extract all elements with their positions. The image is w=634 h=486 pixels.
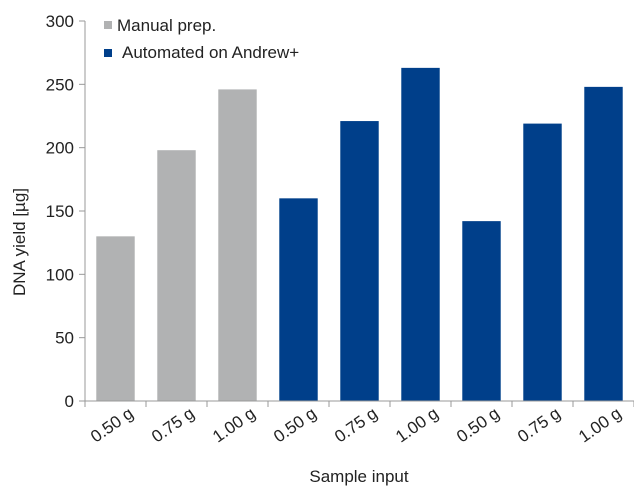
bar xyxy=(401,67,440,401)
bar xyxy=(523,123,562,401)
y-axis-title: DNA yield [µg] xyxy=(10,188,29,296)
x-tick-label: 0.50 g xyxy=(453,404,503,447)
x-axis-title: Sample input xyxy=(309,467,409,486)
y-tick-label: 250 xyxy=(46,75,74,94)
x-tick-label: 1.00 g xyxy=(575,404,625,447)
x-tick-label: 0.75 g xyxy=(148,404,198,447)
y-tick-label: 300 xyxy=(46,12,74,31)
bar xyxy=(96,236,135,401)
x-axis: 0.50 g 0.75 g 1.00 g 0.50 g 0.75 g 1.00 g 0.50… xyxy=(84,400,634,447)
y-tick-label: 0 xyxy=(65,392,74,411)
y-axis: 0 50 100 150 200 250 300 xyxy=(46,12,86,411)
y-tick-label: 150 xyxy=(46,202,74,221)
x-tick-label: 1.00 g xyxy=(209,404,259,447)
y-tick-label: 100 xyxy=(46,265,74,284)
legend-swatch-automated xyxy=(104,49,112,57)
bar xyxy=(462,221,501,401)
bar xyxy=(218,89,257,402)
x-tick-label: 1.00 g xyxy=(392,404,442,447)
y-tick-label: 200 xyxy=(46,139,74,158)
bar xyxy=(157,150,196,401)
legend-label-manual: Manual prep. xyxy=(117,16,216,35)
bars xyxy=(96,67,623,402)
x-tick-label: 0.50 g xyxy=(270,404,320,447)
x-tick-label: 0.75 g xyxy=(514,404,564,447)
y-tick-label: 50 xyxy=(55,329,74,348)
bar xyxy=(279,198,318,401)
bar xyxy=(340,121,379,402)
x-tick-label: 0.75 g xyxy=(331,404,381,447)
bar xyxy=(584,86,623,401)
legend-label-automated: Automated on Andrew+ xyxy=(122,43,299,62)
legend: Manual prep. Automated on Andrew+ xyxy=(104,16,299,62)
x-tick-label: 0.50 g xyxy=(87,404,137,447)
legend-swatch-manual xyxy=(104,21,112,29)
